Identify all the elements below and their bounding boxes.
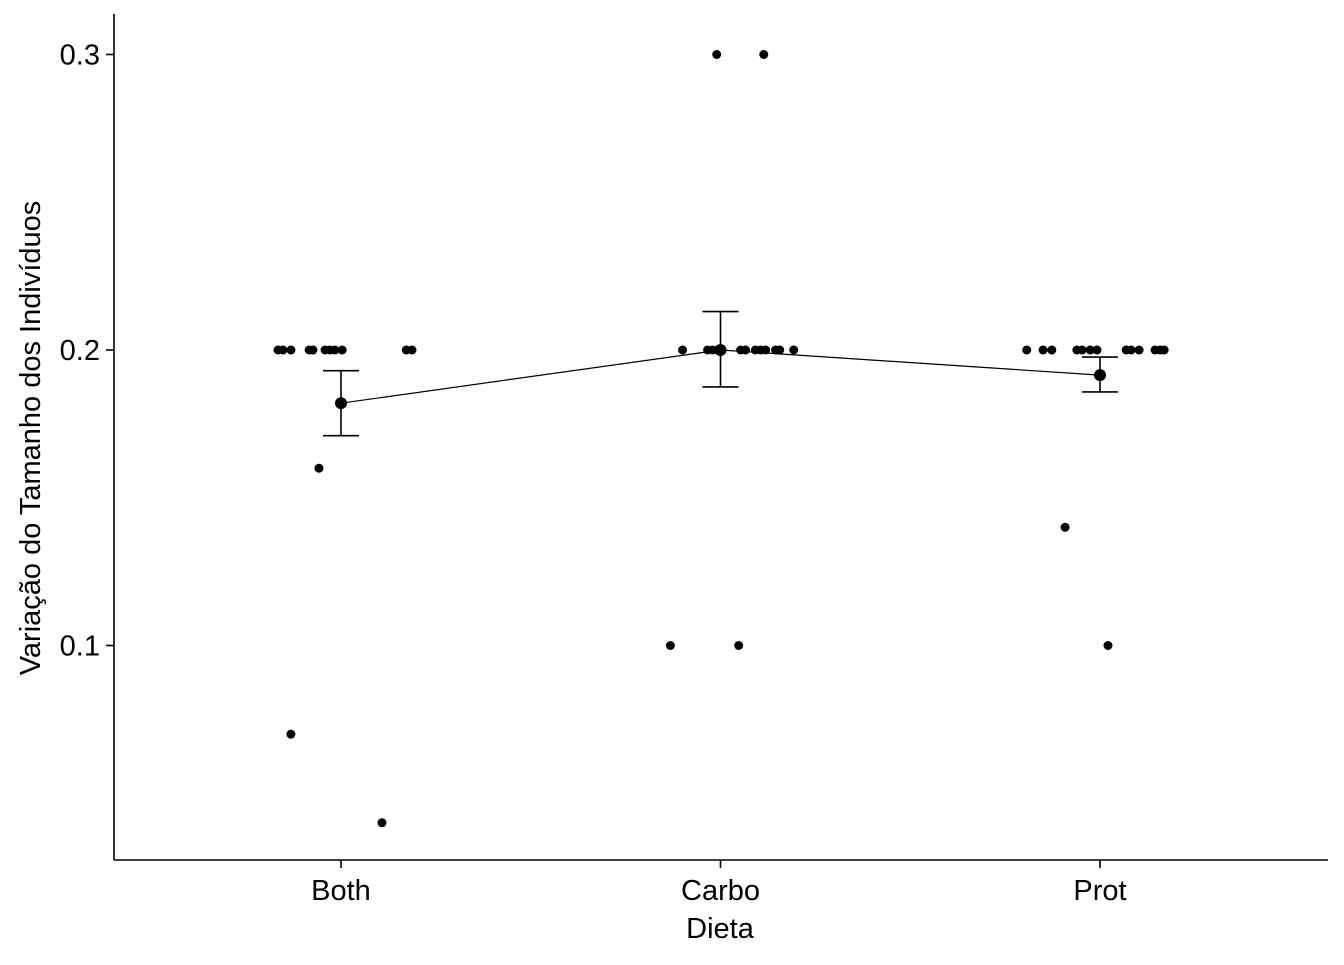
data-point	[377, 818, 387, 828]
data-point	[286, 345, 296, 355]
data-point	[1092, 345, 1102, 355]
data-point	[1103, 641, 1113, 650]
data-point	[741, 345, 751, 355]
mean-point	[714, 344, 727, 356]
data-point	[1134, 345, 1144, 355]
data-point	[337, 345, 347, 355]
y-tick-label: 0.3	[60, 40, 100, 72]
x-tick-label: Prot	[1073, 875, 1126, 907]
data-point	[1085, 345, 1095, 355]
data-point	[1126, 345, 1136, 355]
x-tick-label: Carbo	[681, 875, 760, 907]
data-point	[308, 345, 318, 355]
data-point	[712, 50, 722, 59]
data-point	[1060, 522, 1070, 532]
data-point	[1022, 345, 1032, 355]
data-point	[1047, 345, 1057, 355]
y-axis-label: Variação do Tamanho dos Indivíduos	[15, 201, 47, 676]
data-point	[330, 345, 340, 355]
data-point	[314, 463, 324, 473]
mean-point	[335, 397, 347, 410]
data-point	[665, 641, 675, 650]
x-tick-label: Both	[311, 875, 371, 907]
data-point	[678, 345, 688, 355]
mean-point	[1094, 369, 1106, 382]
data-point	[1077, 345, 1087, 355]
data-point	[1159, 345, 1169, 355]
data-point	[789, 345, 799, 355]
data-point	[1038, 345, 1048, 355]
data-point	[286, 729, 296, 739]
data-point	[407, 345, 417, 355]
data-point	[775, 345, 785, 355]
y-tick-label: 0.2	[60, 335, 100, 367]
data-point	[278, 345, 288, 355]
x-axis-label: Dieta	[686, 913, 755, 945]
data-point	[759, 50, 769, 59]
y-tick-label: 0.1	[60, 631, 100, 663]
data-point	[734, 641, 744, 650]
